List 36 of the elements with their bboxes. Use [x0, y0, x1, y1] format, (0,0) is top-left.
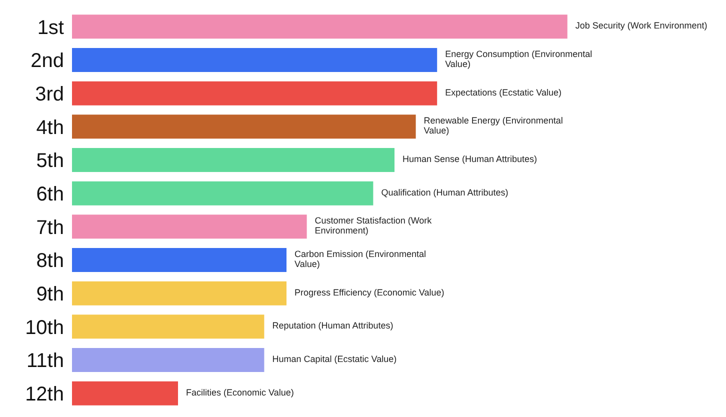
bar	[72, 214, 307, 239]
annotation: Job Security (Work Environment)	[575, 21, 708, 32]
y-tick-label: 10th	[25, 316, 64, 339]
y-tick-label: 12th	[25, 383, 64, 406]
y-tick-label: 11th	[26, 350, 64, 372]
y-tick-label: 4th	[36, 116, 64, 139]
y-tick-label: 7th	[36, 216, 64, 239]
y-tick-label: 5th	[36, 150, 64, 172]
y-tick-label: 2nd	[30, 50, 64, 72]
y-tick-label: 3rd	[35, 83, 64, 106]
bar	[72, 181, 374, 206]
annotation: Qualification (Human Attributes)	[381, 188, 508, 198]
annotation: Renewable Energy (Environmental Value)	[424, 116, 563, 136]
bar	[72, 14, 568, 39]
annotation: Expectations (Ecstatic Value)	[445, 88, 562, 98]
bar	[72, 248, 286, 272]
bar	[72, 381, 178, 406]
y-tick-label: 6th	[36, 183, 64, 206]
y-tick-label: 9th	[36, 283, 64, 306]
bar	[72, 114, 416, 139]
bar	[72, 281, 286, 306]
bar	[72, 148, 394, 172]
annotation: Energy Consumption (Environmental Value)	[445, 49, 592, 70]
annotation: Customer Statisfaction (Work Environment)	[314, 216, 432, 236]
bar	[72, 348, 264, 372]
bar	[72, 81, 438, 106]
annotation: Facilities (Economic Value)	[186, 388, 294, 398]
bar	[72, 314, 264, 339]
annotation: Human Capital (Ecstatic Value)	[272, 354, 397, 364]
annotation: Progress Efficiency (Economic Value)	[294, 288, 444, 298]
annotation: Carbon Emission (Environmental Value)	[294, 249, 426, 270]
annotation: Reputation (Human Attributes)	[272, 321, 394, 332]
y-tick-label: 1st	[37, 16, 64, 39]
bar	[72, 48, 438, 72]
annotation: Human Sense (Human Attributes)	[402, 154, 538, 164]
y-tick-label: 8th	[36, 250, 64, 272]
